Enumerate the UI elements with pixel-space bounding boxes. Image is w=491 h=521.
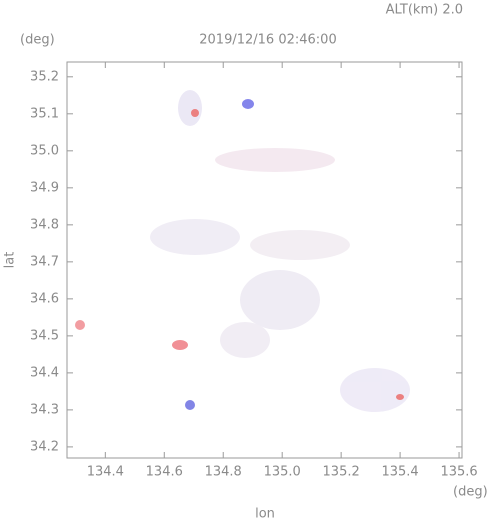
- y-tick-label: 34.9: [30, 180, 59, 195]
- y-tick-label: 34.3: [30, 402, 59, 417]
- y-tick-label: 34.5: [30, 328, 59, 343]
- x-tick-label: 135.2: [323, 465, 360, 480]
- echo: [215, 148, 335, 172]
- x-tick-label: 134.8: [205, 465, 242, 480]
- y-tick-label: 34.8: [30, 217, 59, 232]
- y-tick-label: 35.1: [30, 106, 59, 121]
- x-unit: (deg): [453, 485, 488, 500]
- y-unit: (deg): [20, 33, 55, 48]
- y-tick-label: 35.2: [30, 69, 59, 84]
- y-tick-label: 34.4: [30, 365, 59, 380]
- chart-title: 2019/12/16 02:46:00: [199, 33, 336, 48]
- echo: [191, 109, 199, 117]
- echo: [396, 394, 404, 400]
- echo: [250, 230, 350, 260]
- echo: [75, 320, 85, 330]
- echo: [150, 219, 240, 255]
- echo: [178, 90, 202, 126]
- y-tick-label: 34.6: [30, 291, 59, 306]
- y-tick-label: 35.0: [30, 143, 59, 158]
- x-axis-label: lon: [255, 507, 275, 521]
- y-axis-label: lat: [3, 252, 18, 269]
- x-tick-label: 134.6: [146, 465, 183, 480]
- y-tick-label: 34.7: [30, 254, 59, 269]
- x-tick-label: 135.6: [440, 465, 477, 480]
- altitude-label: ALT(km) 2.0: [386, 3, 463, 18]
- radar-echoes: [75, 90, 410, 412]
- echo: [240, 270, 320, 330]
- plot-frame: [66, 61, 463, 459]
- x-tick-label: 135.0: [264, 465, 301, 480]
- y-tick-label: 34.2: [30, 439, 59, 454]
- echo: [220, 322, 270, 358]
- x-tick-label: 135.4: [381, 465, 418, 480]
- echo: [172, 340, 188, 350]
- echo: [185, 400, 195, 410]
- echo: [340, 368, 410, 412]
- x-tick-label: 134.4: [87, 465, 124, 480]
- echo: [242, 99, 254, 109]
